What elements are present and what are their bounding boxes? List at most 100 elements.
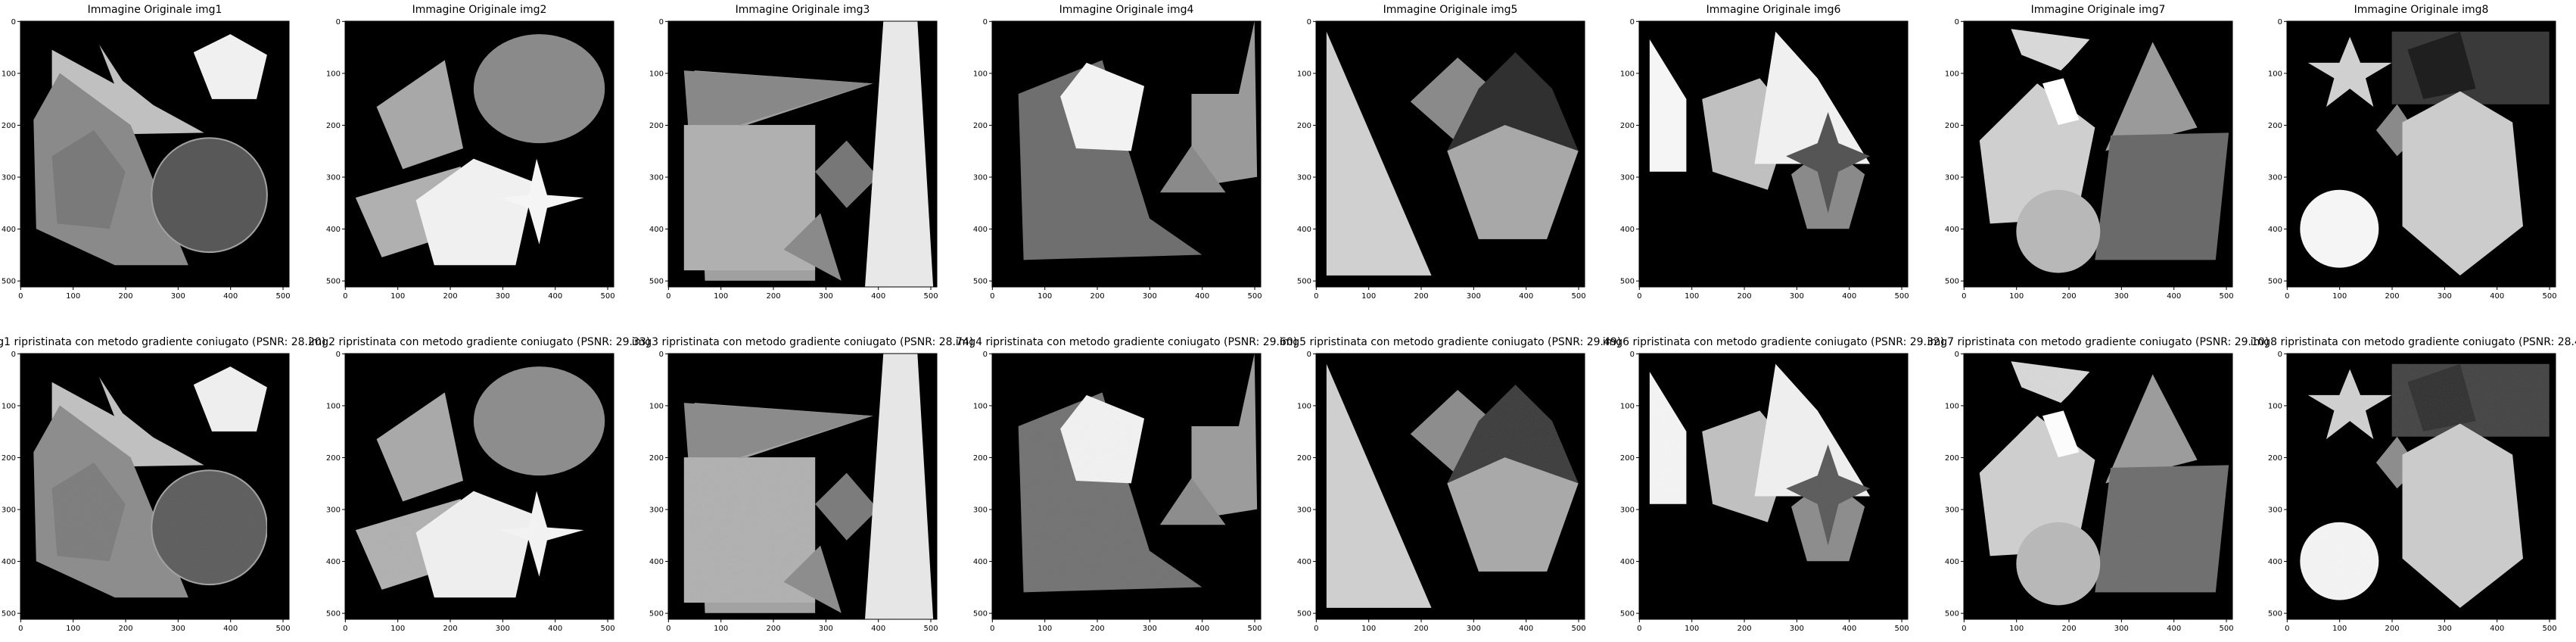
y-tick-label: 300 xyxy=(973,174,988,182)
x-tick-label: 100 xyxy=(1361,292,1376,301)
y-tick-label: 0 xyxy=(11,351,16,359)
y-tick-label: 200 xyxy=(1297,454,1311,463)
x-tick-label: 400 xyxy=(1195,625,1209,633)
y-tick-label: 500 xyxy=(1945,278,1959,286)
y-tick-label: 200 xyxy=(1620,122,1635,130)
x-tick-label: 0 xyxy=(18,625,23,633)
y-tick-label: 300 xyxy=(2,506,16,515)
y-tick-label: 300 xyxy=(649,174,664,182)
x-tick-label: 400 xyxy=(548,292,562,301)
y-tick-label: 300 xyxy=(1620,506,1635,515)
x-tick-label: 500 xyxy=(275,625,290,633)
x-tick-label: 500 xyxy=(600,625,614,633)
x-tick-label: 200 xyxy=(1090,625,1104,633)
y-tick-label: 400 xyxy=(2,226,16,234)
y-tick-label: 100 xyxy=(2,70,16,78)
y-tick-label: 200 xyxy=(2,122,16,130)
x-tick-label: 0 xyxy=(1314,625,1318,633)
x-tick-label: 0 xyxy=(343,292,347,301)
y-tick-label: 400 xyxy=(1945,226,1959,234)
restored-panel-4: img4 ripristinata con metodo gradiente c… xyxy=(956,336,1298,633)
x-tick-label: 200 xyxy=(2061,625,2076,633)
y-tick-label: 0 xyxy=(1630,351,1635,359)
y-tick-label: 400 xyxy=(649,226,664,234)
y-tick-label: 500 xyxy=(326,610,341,619)
x-tick-label: 300 xyxy=(171,292,185,301)
y-tick-label: 100 xyxy=(2268,402,2282,410)
x-tick-label: 500 xyxy=(1571,625,1585,633)
y-tick-label: 100 xyxy=(326,70,341,78)
y-tick-label: 300 xyxy=(2268,506,2282,515)
y-tick-label: 0 xyxy=(336,351,341,359)
panel-title: img3 ripristinata con metodo gradiente c… xyxy=(632,336,974,348)
x-tick-label: 200 xyxy=(443,292,457,301)
x-tick-label: 100 xyxy=(1685,292,1699,301)
y-tick-label: 400 xyxy=(1945,558,1959,566)
y-tick-label: 300 xyxy=(649,506,664,515)
x-tick-label: 400 xyxy=(1195,292,1209,301)
y-tick-label: 0 xyxy=(2278,18,2282,26)
x-tick-label: 0 xyxy=(2285,292,2289,301)
x-tick-label: 300 xyxy=(1790,625,1804,633)
restored-panel-8: img8 ripristinata con metodo gradiente c… xyxy=(2251,336,2576,633)
image-area xyxy=(345,354,614,619)
y-tick-label: 500 xyxy=(649,278,664,286)
panel-title: img6 ripristinata con metodo gradiente c… xyxy=(1603,336,1945,348)
x-tick-label: 500 xyxy=(1247,625,1262,633)
y-tick-label: 500 xyxy=(2268,610,2282,619)
y-tick-label: 100 xyxy=(1297,70,1311,78)
y-tick-label: 200 xyxy=(973,454,988,463)
y-tick-label: 200 xyxy=(2268,454,2282,463)
x-tick-label: 100 xyxy=(1361,625,1376,633)
x-tick-label: 300 xyxy=(2438,292,2452,301)
x-tick-label: 100 xyxy=(2332,292,2347,301)
panel-title: img1 ripristinata con metodo gradiente c… xyxy=(0,336,325,348)
x-tick-label: 300 xyxy=(1467,292,1481,301)
x-tick-label: 500 xyxy=(923,292,938,301)
x-tick-label: 100 xyxy=(714,292,728,301)
y-tick-label: 400 xyxy=(973,226,988,234)
y-tick-label: 100 xyxy=(326,402,341,410)
restored-panel-2: img2 ripristinata con metodo gradiente c… xyxy=(309,336,651,633)
y-tick-label: 0 xyxy=(1307,351,1311,359)
image-area xyxy=(20,21,289,287)
x-tick-label: 300 xyxy=(1143,625,1157,633)
y-tick-label: 400 xyxy=(1297,558,1311,566)
x-tick-label: 300 xyxy=(496,625,510,633)
y-tick-label: 300 xyxy=(326,506,341,515)
x-tick-label: 400 xyxy=(1519,625,1533,633)
image-area xyxy=(992,354,1261,619)
image-area xyxy=(1964,354,2232,619)
x-tick-label: 400 xyxy=(548,625,562,633)
y-tick-label: 100 xyxy=(1620,402,1635,410)
x-tick-label: 400 xyxy=(871,292,885,301)
image-area xyxy=(1316,21,1585,287)
y-tick-label: 200 xyxy=(649,122,664,130)
x-tick-label: 400 xyxy=(223,625,238,633)
panel-title: img7 ripristinata con metodo gradiente c… xyxy=(1927,336,2270,348)
image-area xyxy=(668,21,937,287)
y-tick-label: 400 xyxy=(1620,558,1635,566)
x-tick-label: 0 xyxy=(666,625,670,633)
y-tick-label: 100 xyxy=(973,402,988,410)
image-area xyxy=(2287,21,2556,287)
image-area xyxy=(1639,21,1908,287)
x-tick-label: 100 xyxy=(1685,625,1699,633)
x-tick-label: 300 xyxy=(819,292,833,301)
x-tick-label: 300 xyxy=(2114,625,2129,633)
x-tick-label: 500 xyxy=(275,292,290,301)
restored-panel-6: img6 ripristinata con metodo gradiente c… xyxy=(1603,336,1945,633)
x-tick-label: 0 xyxy=(1962,625,1966,633)
x-tick-label: 300 xyxy=(1143,292,1157,301)
y-tick-label: 100 xyxy=(1297,402,1311,410)
panel-title: Immagine Originale img2 xyxy=(412,4,547,16)
original-panel-6: Immagine Originale img60 100 200 300 400 5000… xyxy=(1620,4,1909,301)
y-tick-label: 200 xyxy=(326,454,341,463)
y-tick-label: 400 xyxy=(2268,226,2282,234)
x-tick-label: 100 xyxy=(1038,625,1052,633)
x-tick-label: 500 xyxy=(1247,292,1262,301)
x-tick-label: 100 xyxy=(1038,292,1052,301)
